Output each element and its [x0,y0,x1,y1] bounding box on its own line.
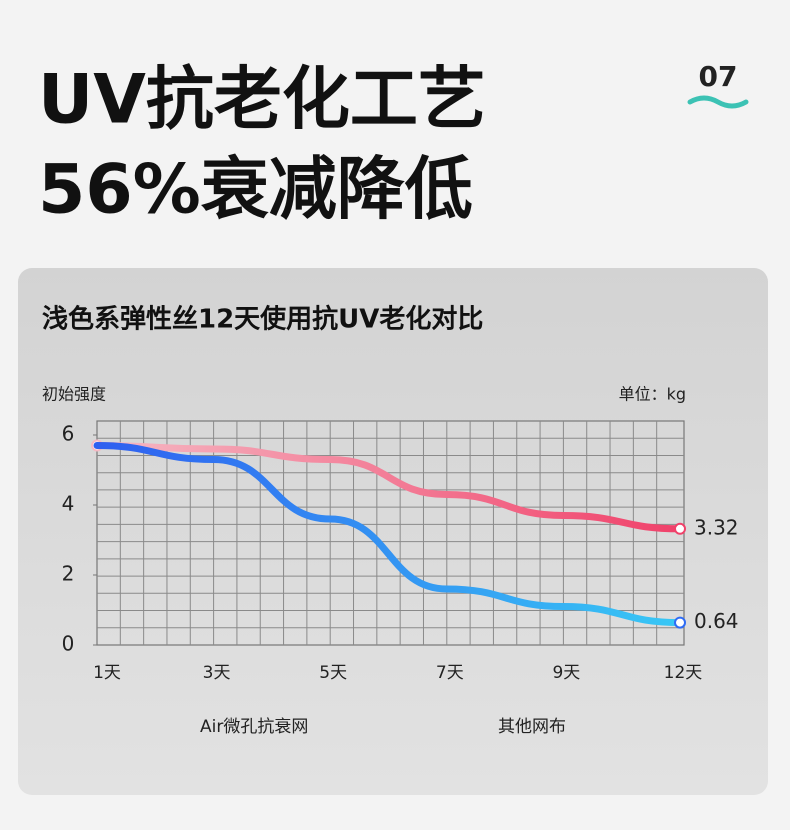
y-tick-label: 4 [62,492,75,516]
title-line: 56%衰减降低 [38,151,473,230]
end-point [674,522,686,535]
x-tick-label: 1天 [93,663,121,683]
end-point [674,616,686,629]
x-tick-label: 7天 [436,663,464,683]
x-tick-label: 5天 [319,663,347,683]
card [18,268,768,795]
title-line: UV抗老化工艺 [38,61,486,140]
badge-wave [687,95,749,109]
x-tick-label: 9天 [552,663,580,683]
y-tick-label: 0 [62,632,75,656]
series-line [93,442,684,533]
x-tick-label: 3天 [203,663,231,683]
data-label: 0.64 [694,609,739,633]
legend-label: 其他网布 [498,717,566,737]
y-tick-label: 2 [62,562,75,586]
data-label: 3.32 [694,515,739,539]
y-tick-label: 6 [62,422,75,446]
unit-label: 单位：kg [619,385,686,404]
badge: 07 [699,60,738,93]
y-axis-label: 初始强度 [42,385,106,404]
x-tick-label: 12天 [664,663,703,683]
series-line [93,442,684,627]
chart-title: 浅色系弹性丝12天使用抗UV老化对比 [42,304,483,335]
legend-label: Air微孔抗衰网 [200,717,308,737]
